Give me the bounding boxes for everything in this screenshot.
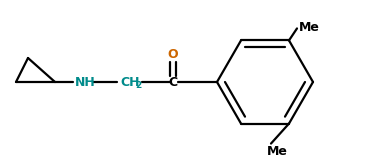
Text: C: C [168,76,177,88]
Text: Me: Me [267,145,288,158]
Text: O: O [168,49,178,62]
Text: 2: 2 [135,81,141,89]
Text: Me: Me [299,21,320,34]
Text: CH: CH [120,76,139,88]
Text: NH: NH [75,76,96,88]
